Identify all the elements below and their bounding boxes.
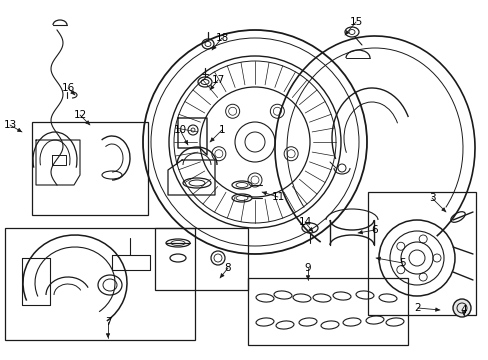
Text: 4: 4 — [460, 305, 467, 315]
Text: 12: 12 — [73, 110, 86, 120]
Text: 15: 15 — [348, 17, 362, 27]
Text: 8: 8 — [224, 263, 231, 273]
Bar — [32, 122, 148, 215]
Text: 14: 14 — [298, 217, 311, 227]
Text: 6: 6 — [371, 225, 378, 235]
Text: 7: 7 — [104, 317, 111, 327]
Text: 13: 13 — [3, 120, 17, 130]
Text: 9: 9 — [304, 263, 311, 273]
Text: 1: 1 — [218, 125, 225, 135]
Bar — [367, 192, 475, 315]
Text: 2: 2 — [414, 303, 421, 313]
Text: 16: 16 — [61, 83, 75, 93]
Bar — [5, 228, 195, 340]
Bar — [247, 278, 407, 345]
Text: 5: 5 — [399, 258, 406, 268]
Bar — [155, 228, 247, 290]
Text: 10: 10 — [173, 125, 186, 135]
Text: 3: 3 — [428, 193, 434, 203]
Text: 17: 17 — [211, 75, 224, 85]
Text: 18: 18 — [215, 33, 228, 43]
Text: 11: 11 — [271, 192, 284, 202]
Circle shape — [452, 299, 470, 317]
